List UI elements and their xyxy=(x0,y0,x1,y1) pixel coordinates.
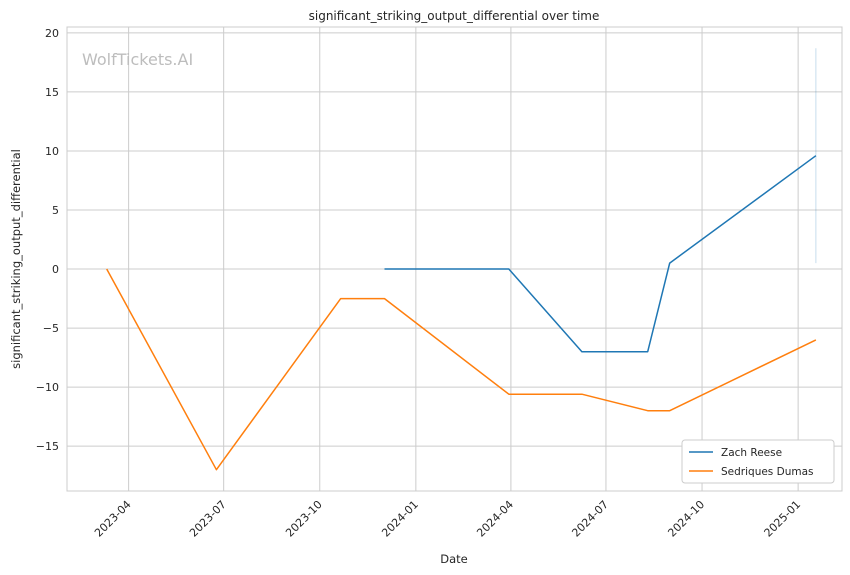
y-axis-title: significant_striking_output_differential xyxy=(9,149,23,369)
x-tick-label: 2025-01 xyxy=(762,498,804,540)
y-tick-label: 20 xyxy=(45,27,59,40)
plot-frame xyxy=(66,26,843,492)
y-tick-label: 10 xyxy=(45,145,59,158)
y-tick-label: 5 xyxy=(52,204,59,217)
y-tick-label: −10 xyxy=(36,381,59,394)
x-tick-label: 2023-04 xyxy=(92,498,134,540)
series-line-zach-reese xyxy=(384,155,817,353)
watermark: WolfTickets.AI xyxy=(82,50,193,69)
legend: Zach Reese Sedriques Dumas xyxy=(681,439,835,484)
y-tick-label: 0 xyxy=(52,263,59,276)
x-tick-label: 2023-10 xyxy=(283,498,325,540)
grid-lines xyxy=(67,27,842,491)
y-tick-label: 15 xyxy=(45,86,59,99)
x-tick-label: 2023-07 xyxy=(187,498,229,540)
y-tick-label: −15 xyxy=(36,440,59,453)
x-tick-label: 2024-01 xyxy=(379,498,421,540)
x-axis-title: Date xyxy=(440,552,468,566)
x-tick-label: 2024-10 xyxy=(665,498,707,540)
plot-area-background xyxy=(67,27,842,491)
y-tick-label: −5 xyxy=(43,322,59,335)
x-tick-label: 2024-07 xyxy=(569,498,611,540)
x-tick-label: 2024-04 xyxy=(474,498,516,540)
series-line-sedriques-dumas xyxy=(106,268,817,471)
series-layer xyxy=(106,48,817,471)
legend-label-zach-reese: Zach Reese xyxy=(721,447,782,459)
chart-title: significant_striking_output_differential… xyxy=(309,9,600,23)
legend-label-sedriques-dumas: Sedriques Dumas xyxy=(721,466,814,478)
legend-box xyxy=(681,439,835,484)
